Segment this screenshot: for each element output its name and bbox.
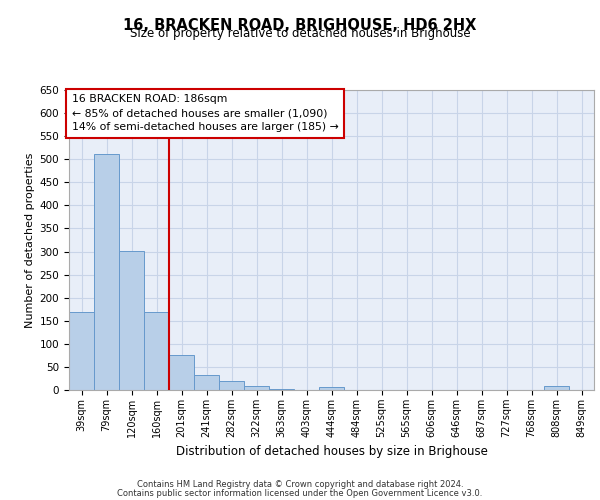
Bar bbox=[544, 386, 569, 390]
Text: 16 BRACKEN ROAD: 186sqm
← 85% of detached houses are smaller (1,090)
14% of semi: 16 BRACKEN ROAD: 186sqm ← 85% of detache… bbox=[71, 94, 338, 132]
Bar bbox=[219, 381, 244, 390]
Bar bbox=[244, 386, 269, 390]
Bar bbox=[269, 389, 294, 390]
Bar bbox=[69, 312, 94, 390]
Text: Contains public sector information licensed under the Open Government Licence v3: Contains public sector information licen… bbox=[118, 488, 482, 498]
Bar bbox=[319, 387, 344, 390]
Text: Contains HM Land Registry data © Crown copyright and database right 2024.: Contains HM Land Registry data © Crown c… bbox=[137, 480, 463, 489]
Bar bbox=[119, 250, 144, 390]
Text: 16, BRACKEN ROAD, BRIGHOUSE, HD6 2HX: 16, BRACKEN ROAD, BRIGHOUSE, HD6 2HX bbox=[124, 18, 476, 32]
X-axis label: Distribution of detached houses by size in Brighouse: Distribution of detached houses by size … bbox=[176, 446, 487, 458]
Bar bbox=[144, 312, 169, 390]
Y-axis label: Number of detached properties: Number of detached properties bbox=[25, 152, 35, 328]
Bar bbox=[169, 355, 194, 390]
Text: Size of property relative to detached houses in Brighouse: Size of property relative to detached ho… bbox=[130, 28, 470, 40]
Bar bbox=[194, 375, 219, 390]
Bar bbox=[94, 154, 119, 390]
